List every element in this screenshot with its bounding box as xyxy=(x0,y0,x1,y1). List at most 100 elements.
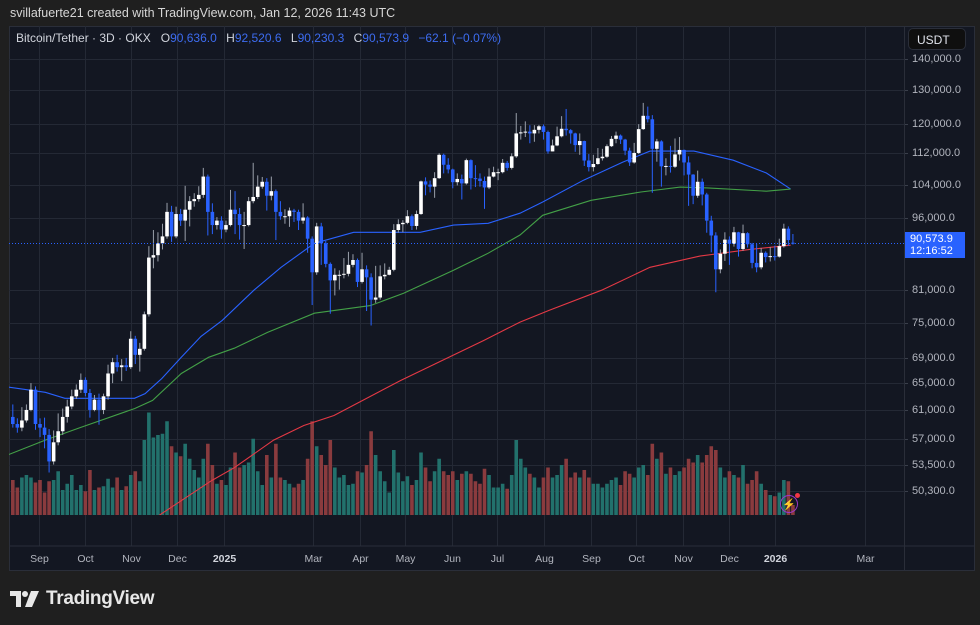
volume-bar xyxy=(487,475,491,515)
volume-bar xyxy=(450,471,455,515)
candle-body xyxy=(196,194,201,200)
volume-bar xyxy=(169,446,174,515)
price-tick-label: 120,000.0 xyxy=(912,117,961,130)
candle-body xyxy=(528,131,532,134)
volume-bar xyxy=(541,477,546,515)
volume-bar xyxy=(382,481,387,515)
volume-bar xyxy=(237,467,242,515)
candle-body xyxy=(328,263,333,281)
volume-bar xyxy=(736,477,741,515)
candle-body xyxy=(550,145,555,152)
time-tick-label: Nov xyxy=(674,553,693,565)
candle-body xyxy=(568,130,573,134)
volume-bar xyxy=(328,440,333,515)
candle-body xyxy=(405,216,410,223)
candle-body xyxy=(745,233,750,245)
candle-body xyxy=(618,135,623,140)
candle-body xyxy=(183,209,187,221)
high-value: 92,520.6 xyxy=(234,31,282,45)
volume-bar xyxy=(305,458,310,515)
volume-bar xyxy=(364,465,369,515)
candle-body xyxy=(351,259,355,265)
candle-body xyxy=(682,149,686,163)
candle-body xyxy=(573,133,578,146)
candle-body xyxy=(215,220,219,226)
time-tick-label: Dec xyxy=(168,553,187,565)
candle-body xyxy=(709,220,714,236)
candle-body xyxy=(47,434,51,462)
currency-button[interactable]: USDT xyxy=(908,28,966,50)
candle-body xyxy=(723,239,727,254)
candle-body xyxy=(74,389,79,397)
candle-body xyxy=(314,226,319,273)
candle-body xyxy=(51,442,56,462)
volume-bar xyxy=(251,438,255,515)
volume-bar xyxy=(673,475,677,515)
volume-bar xyxy=(124,486,128,515)
symbol-legend[interactable]: Bitcoin/Tether · 3D · OKX O90,636.0 H92,… xyxy=(16,31,507,45)
time-tick-label: Oct xyxy=(628,553,645,565)
notification-dot xyxy=(795,493,800,498)
candle-body xyxy=(274,191,278,212)
candle-body xyxy=(763,252,768,258)
moving-averages xyxy=(9,150,791,515)
volume-bar xyxy=(473,481,478,515)
candle-body xyxy=(24,409,29,421)
last-price-value: 90,573.9 xyxy=(910,232,953,245)
candle-body xyxy=(56,431,60,443)
volume-bar xyxy=(314,446,319,515)
candle-body xyxy=(645,115,650,120)
candle-body xyxy=(33,389,38,425)
candle-body xyxy=(65,406,70,417)
symbol-name[interactable]: Bitcoin/Tether · 3D · OKX xyxy=(16,31,151,45)
candle-body xyxy=(532,129,537,134)
time-tick-label: Mar xyxy=(856,553,875,565)
candle-body xyxy=(768,256,773,258)
volume-bar xyxy=(614,477,618,515)
candle-body xyxy=(727,239,732,244)
candle-body xyxy=(88,392,92,410)
price-tick-label: 130,000.0 xyxy=(912,83,961,96)
tradingview-logo-icon xyxy=(10,591,39,607)
price-tick-label: 140,000.0 xyxy=(912,52,961,65)
candle-body xyxy=(514,133,519,157)
candle-body xyxy=(473,178,478,180)
volume-bar xyxy=(133,471,138,515)
candle-body xyxy=(323,243,328,264)
volume-bars xyxy=(11,412,795,515)
volume-bar xyxy=(754,471,759,515)
candle-body xyxy=(115,362,119,368)
candle-body xyxy=(251,196,255,202)
volume-bar xyxy=(496,487,500,515)
close-value: 90,573.9 xyxy=(362,31,410,45)
candle-body xyxy=(455,178,460,183)
candle-body xyxy=(364,269,369,278)
candle-body xyxy=(460,178,464,184)
lightning-icon[interactable]: ⚡ xyxy=(780,493,800,513)
volume-bar xyxy=(79,485,83,515)
volume-bar xyxy=(210,465,215,515)
volume-bar xyxy=(201,458,206,515)
volume-bar xyxy=(718,467,723,515)
volume-bar xyxy=(342,475,346,515)
candle-body xyxy=(655,141,659,149)
candle-body xyxy=(518,132,523,134)
candle-body xyxy=(741,233,745,249)
volume-bar xyxy=(206,443,210,515)
volume-bar xyxy=(29,477,33,515)
last-price-tag: 90,573.9 12:16:52 xyxy=(905,231,965,258)
volume-bar xyxy=(596,483,600,515)
volume-bar xyxy=(677,471,682,515)
time-tick-label: Sep xyxy=(30,553,49,565)
candle-body xyxy=(786,228,791,241)
candle-body xyxy=(192,199,197,202)
low-value: 90,230.3 xyxy=(297,31,345,45)
candle-body xyxy=(695,181,700,196)
candle-body xyxy=(69,396,74,407)
candle-body xyxy=(124,365,128,368)
volume-bar xyxy=(410,485,414,515)
candle-body xyxy=(237,214,242,226)
candle-body xyxy=(714,235,718,270)
candle-body xyxy=(233,209,237,215)
